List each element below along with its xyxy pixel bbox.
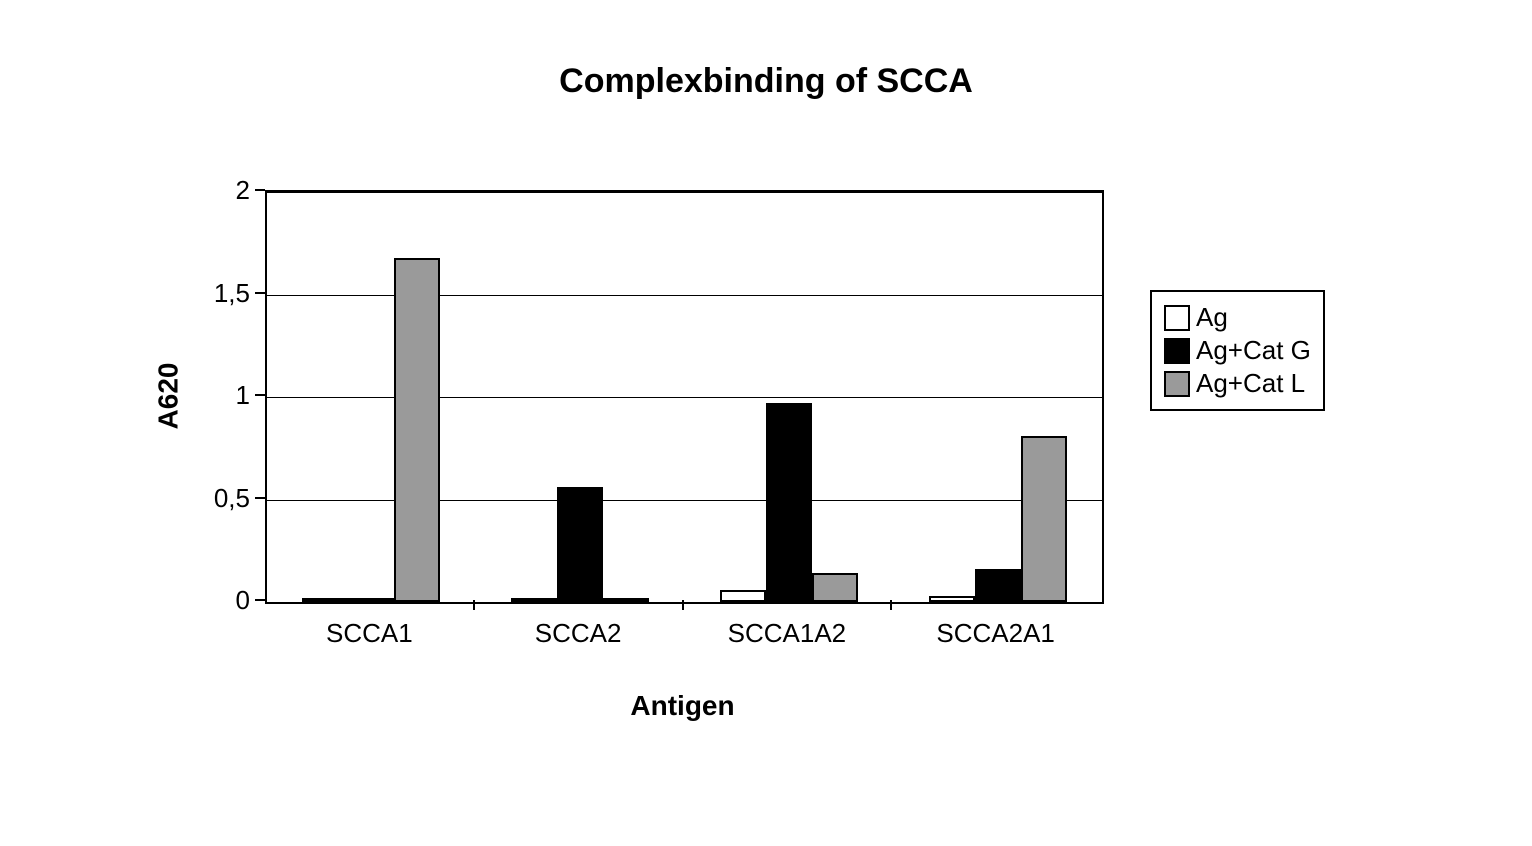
y-tick-label: 2 (236, 175, 250, 206)
x-tick-mark (890, 600, 892, 610)
y-tick-mark (255, 292, 265, 294)
y-tick-label: 1 (236, 380, 250, 411)
bar (348, 598, 394, 602)
bar (557, 487, 603, 602)
legend-swatch (1164, 338, 1190, 364)
x-tick-mark (682, 600, 684, 610)
bar (511, 598, 557, 602)
y-tick-mark (255, 599, 265, 601)
legend-label: Ag (1196, 302, 1228, 333)
bar (394, 258, 440, 602)
x-tick-label: SCCA1A2 (683, 618, 892, 649)
x-tick-label: SCCA2 (474, 618, 683, 649)
bar (603, 598, 649, 602)
y-axis-label: A620 (152, 363, 184, 430)
legend-item: Ag (1164, 302, 1311, 333)
y-tick-mark (255, 497, 265, 499)
bar (766, 403, 812, 602)
x-tick-label: SCCA2A1 (891, 618, 1100, 649)
legend-swatch (1164, 371, 1190, 397)
y-tick-mark (255, 394, 265, 396)
y-tick-label: 0 (236, 585, 250, 616)
legend-swatch (1164, 305, 1190, 331)
x-tick-label: SCCA1 (265, 618, 474, 649)
chart-title: Complexbinding of SCCA (0, 62, 1532, 101)
bar (975, 569, 1021, 602)
legend-item: Ag+Cat G (1164, 335, 1311, 366)
bar (720, 590, 766, 602)
plot-area (265, 190, 1104, 604)
x-tick-mark (473, 600, 475, 610)
legend-item: Ag+Cat L (1164, 368, 1311, 399)
legend-label: Ag+Cat G (1196, 335, 1311, 366)
y-tick-label: 0,5 (214, 483, 250, 514)
legend: AgAg+Cat GAg+Cat L (1150, 290, 1325, 411)
bar (1021, 436, 1067, 602)
y-tick-mark (255, 189, 265, 191)
bar (812, 573, 858, 602)
x-axis-label: Antigen (265, 690, 1100, 722)
bar (929, 596, 975, 602)
y-tick-label: 1,5 (214, 278, 250, 309)
bar (302, 598, 348, 602)
legend-label: Ag+Cat L (1196, 368, 1305, 399)
